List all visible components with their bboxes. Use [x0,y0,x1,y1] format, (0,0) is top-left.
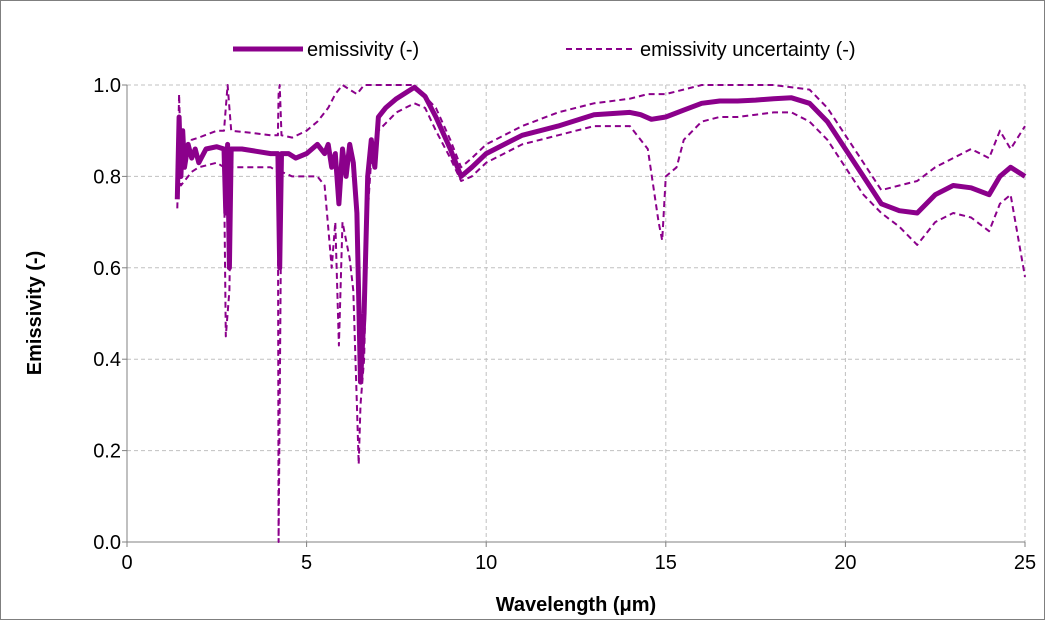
x-axis-title: Wavelength (μm) [496,594,656,616]
series-line-uncertainty-2 [176,102,1026,543]
legend-label-uncertainty: emissivity uncertainty (-) [640,39,856,61]
y-tick-label: 0.0 [93,532,121,554]
y-tick-label: 0.6 [93,258,121,280]
series-lines [174,84,1027,543]
series-line-uncertainty-1 [176,84,1026,192]
legend: emissivity (-) emissivity uncertainty (-… [233,39,856,61]
y-tick-label: 0.4 [93,349,121,371]
series-line-emissivity [174,84,1027,385]
x-tick-label: 20 [834,552,856,574]
y-tick-label: 0.8 [93,166,121,188]
y-tick-label: 1.0 [93,75,121,97]
x-tick-label: 0 [121,552,132,574]
x-tick-label: 10 [475,552,497,574]
legend-label-emissivity: emissivity (-) [307,39,419,61]
tick-labels: 0.0 0.2 0.4 0.6 0.8 1.0 0 5 10 15 20 25 [93,75,1036,574]
y-axis-title: Emissivity (-) [24,251,46,375]
y-tick-label: 0.2 [93,441,121,463]
x-tick-label: 25 [1014,552,1036,574]
axes [122,84,1026,547]
x-tick-label: 15 [655,552,677,574]
x-tick-label: 5 [301,552,312,574]
